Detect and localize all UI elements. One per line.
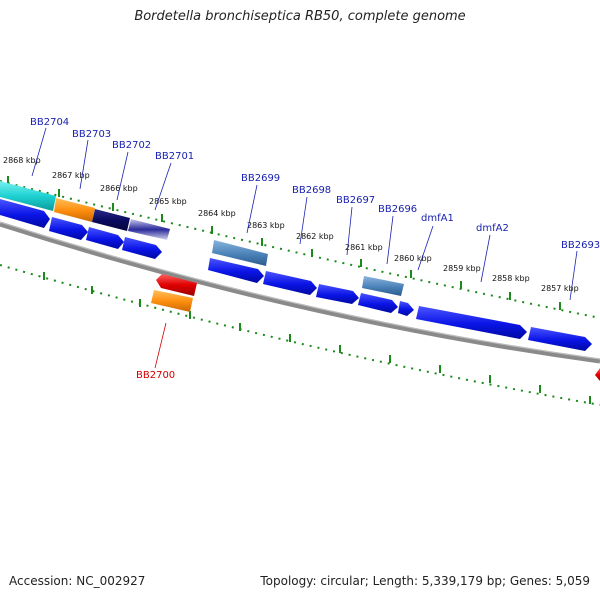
ruler-label: 2867 kbp [52,171,90,180]
gene-arrow-forward [86,227,124,249]
feature-steel [212,240,268,266]
feature-navy [92,209,130,231]
gene-label: BB2696 [378,204,417,215]
gene-arrow-forward [528,327,592,351]
ruler-label: 2864 kbp [198,209,236,218]
ruler-label: 2859 kbp [443,264,481,273]
outer-ruler [0,176,600,319]
ruler-label: 2866 kbp [100,184,138,193]
accession-text: Accession: NC_002927 [9,574,146,588]
label-leaders [31,127,578,369]
gene-label: dmfA1 [421,213,454,224]
gene-arrow-forward [208,258,264,283]
ruler-label: 2860 kbp [394,254,432,263]
gene-labels: BB2704 BB2703 BB2702 BB2701 BB2699 BB269… [30,117,600,381]
ruler-label: 2857 kbp [541,284,579,293]
feature-track [0,181,404,296]
gene-arrow-forward [0,199,50,228]
gene-label: BB2701 [155,151,194,162]
gene-label: BB2703 [72,129,111,140]
gene-arrow-forward [416,306,527,339]
genome-backbone [0,221,600,364]
feature-cyan [0,181,56,211]
ruler-label: 2863 kbp [247,221,285,230]
ruler-label: 2865 kbp [149,197,187,206]
gene-arrow-forward [398,301,414,316]
gene-arrow-forward [263,271,317,295]
map-title: Bordetella bronchiseptica RB50, complete… [134,9,466,24]
ruler-label: 2868 kbp [3,156,41,165]
gene-label: dmfA2 [476,223,509,234]
gene-arrow-reverse [595,368,600,381]
gene-label: BB2697 [336,195,375,206]
gene-arrow-forward [49,217,88,240]
feature-orange [151,290,193,312]
feature-lavender [128,219,170,240]
ruler-label: 2862 kbp [296,232,334,241]
gene-arrow-forward [316,284,359,304]
gene-label: BB2693 [561,240,600,251]
ruler-labels: 2868 kbp 2867 kbp 2866 kbp 2865 kbp 2864… [3,156,579,293]
gene-arrow-forward [122,237,162,259]
genome-info-text: Topology: circular; Length: 5,339,179 bp… [260,574,590,588]
gene-label: BB2704 [30,117,69,128]
reverse-gene-track [151,274,600,381]
gene-label: BB2698 [292,185,331,196]
ruler-label: 2861 kbp [345,243,383,252]
feature-steel [362,276,404,296]
forward-gene-track [0,199,592,351]
gene-label: BB2700 [136,370,175,381]
gene-arrow-forward [358,293,398,313]
gene-arrow-reverse [156,274,197,296]
gene-label: BB2702 [112,140,151,151]
ruler-label: 2858 kbp [492,274,530,283]
gene-label: BB2699 [241,173,280,184]
feature-orange [54,198,95,222]
inner-ruler [0,264,600,406]
